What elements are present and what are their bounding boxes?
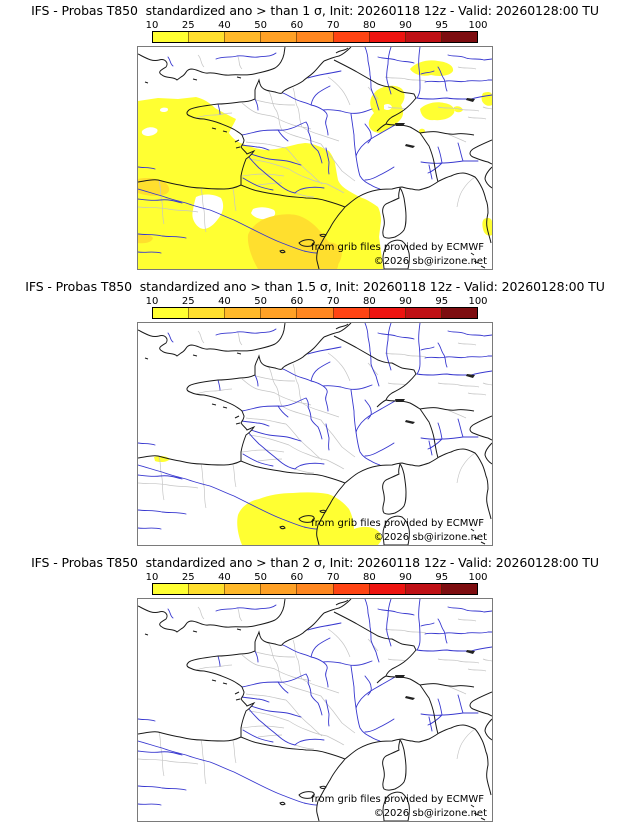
attribution-ecmwf: from grib files provided by ECMWF <box>311 518 484 529</box>
colorbar-segment <box>368 32 405 42</box>
colorbar-tick-label: 70 <box>326 20 340 31</box>
forecast-panel-2sigma: IFS - Probas T850 standardized ano > tha… <box>0 552 630 828</box>
colorbar-tick-label: 40 <box>218 20 231 31</box>
colorbar-tick-label: 25 <box>181 296 195 307</box>
coastlines-borders <box>138 599 492 821</box>
colorbar-segment <box>260 32 297 42</box>
colorbar-segment <box>260 584 297 594</box>
colorbar-tick-label: 60 <box>290 296 304 307</box>
panel-title: IFS - Probas T850 standardized ano > tha… <box>31 555 599 570</box>
probability-map: from grib files provided by ECMWF ©2026 … <box>137 598 493 822</box>
colorbar-segment <box>296 584 333 594</box>
colorbar-segment <box>188 584 225 594</box>
colorbar-tick-label: 90 <box>399 20 412 31</box>
colorbar-segment <box>404 584 441 594</box>
colorbar-segment <box>404 308 441 318</box>
colorbar-tick-row: 10 25 40 50 60 70 80 90 95 100 <box>146 296 488 307</box>
coastlines-borders <box>138 323 492 545</box>
probability-map: from grib files provided by ECMWF ©2026 … <box>137 322 493 546</box>
probability-colorbar: 10 25 40 50 60 70 80 90 95 100 <box>146 20 488 43</box>
attribution-copyright: ©2026 sb@irizone.net <box>373 808 487 819</box>
map-canvas <box>138 599 492 821</box>
colorbar-segment <box>188 308 225 318</box>
colorbar-tick-label: 50 <box>254 296 268 307</box>
colorbar-tick-label: 100 <box>468 572 488 583</box>
map-canvas <box>138 323 492 545</box>
colorbar-tick-label: 95 <box>435 572 449 583</box>
colorbar-segment <box>153 308 189 318</box>
forecast-panel-1sigma: IFS - Probas T850 standardized ano > tha… <box>0 0 630 276</box>
colorbar-tick-label: 70 <box>326 572 340 583</box>
colorbar-segment <box>332 32 369 42</box>
map-canvas <box>138 47 492 269</box>
colorbar-tick-label: 100 <box>468 20 488 31</box>
probability-colorbar: 10 25 40 50 60 70 80 90 95 100 <box>146 572 488 595</box>
panel-title: IFS - Probas T850 standardized ano > tha… <box>31 3 599 18</box>
colorbar-segment <box>368 308 405 318</box>
colorbar-segment <box>332 308 369 318</box>
panel-title: IFS - Probas T850 standardized ano > tha… <box>25 279 605 294</box>
colorbar-tick-label: 50 <box>254 20 268 31</box>
colorbar-tick-label: 25 <box>181 20 195 31</box>
colorbar-tick-label: 80 <box>362 572 376 583</box>
colorbar-tick-label: 70 <box>326 296 340 307</box>
admin-boundaries <box>138 606 492 785</box>
colorbar-tick-label: 80 <box>362 20 376 31</box>
colorbar-segment <box>224 308 261 318</box>
colorbar-bar <box>152 31 478 43</box>
coastlines-borders <box>138 47 492 269</box>
probability-map: from grib files provided by ECMWF ©2026 … <box>137 46 493 270</box>
colorbar-tick-row: 10 25 40 50 60 70 80 90 95 100 <box>146 20 488 31</box>
colorbar-tick-label: 100 <box>468 296 488 307</box>
probability-overlay <box>154 455 382 545</box>
colorbar-segment <box>296 32 333 42</box>
colorbar-bar <box>152 307 478 319</box>
admin-boundaries <box>138 330 492 509</box>
colorbar-segment <box>368 584 405 594</box>
colorbar-tick-label: 60 <box>290 572 304 583</box>
colorbar-tick-label: 10 <box>145 572 159 583</box>
colorbar-tick-label: 40 <box>218 572 231 583</box>
colorbar-tick-row: 10 25 40 50 60 70 80 90 95 100 <box>146 572 488 583</box>
colorbar-tick-label: 95 <box>435 20 449 31</box>
colorbar-segment <box>440 584 477 594</box>
rivers <box>138 323 492 530</box>
colorbar-tick-label: 60 <box>290 20 304 31</box>
rivers <box>138 599 492 806</box>
colorbar-segment <box>260 308 297 318</box>
colorbar-segment <box>332 584 369 594</box>
probability-overlay <box>138 60 492 269</box>
colorbar-tick-label: 50 <box>254 572 268 583</box>
colorbar-segment <box>188 32 225 42</box>
probability-colorbar: 10 25 40 50 60 70 80 90 95 100 <box>146 296 488 319</box>
attribution-ecmwf: from grib files provided by ECMWF <box>311 242 484 253</box>
attribution-copyright: ©2026 sb@irizone.net <box>373 256 487 267</box>
forecast-panel-1.5sigma: IFS - Probas T850 standardized ano > tha… <box>0 276 630 552</box>
colorbar-tick-label: 10 <box>145 20 159 31</box>
colorbar-tick-label: 40 <box>218 296 231 307</box>
colorbar-tick-label: 25 <box>181 572 195 583</box>
attribution-copyright: ©2026 sb@irizone.net <box>373 532 487 543</box>
colorbar-bar <box>152 583 478 595</box>
rivers <box>138 47 492 254</box>
colorbar-tick-label: 95 <box>435 296 449 307</box>
colorbar-tick-label: 90 <box>399 296 412 307</box>
colorbar-tick-label: 90 <box>399 572 412 583</box>
colorbar-segment <box>404 32 441 42</box>
attribution-ecmwf: from grib files provided by ECMWF <box>311 794 484 805</box>
colorbar-segment <box>224 584 261 594</box>
colorbar-tick-label: 80 <box>362 296 376 307</box>
colorbar-tick-label: 10 <box>145 296 159 307</box>
colorbar-segment <box>224 32 261 42</box>
admin-boundaries <box>138 54 492 233</box>
colorbar-segment <box>153 584 189 594</box>
colorbar-segment <box>296 308 333 318</box>
colorbar-segment <box>153 32 189 42</box>
colorbar-segment <box>440 32 477 42</box>
colorbar-segment <box>440 308 477 318</box>
